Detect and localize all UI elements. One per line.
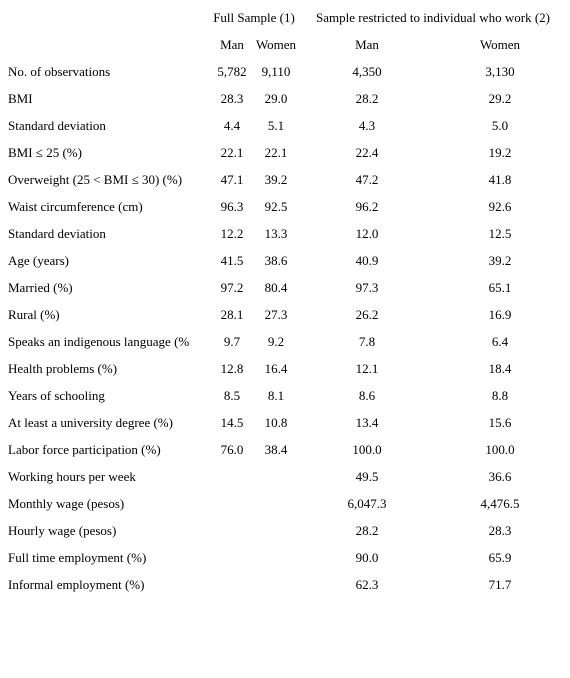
cell-value: 16.9 [488, 307, 512, 322]
column-header: Man [355, 37, 379, 52]
cell-value: 8.8 [491, 388, 509, 403]
row-label: Waist circumference (cm) [8, 199, 143, 214]
cell-value: 41.8 [488, 172, 512, 187]
cell-value: 71.7 [488, 577, 512, 592]
cell-value: 92.6 [488, 199, 512, 214]
cell-value: 4.3 [358, 118, 376, 133]
cell-value: 90.0 [355, 550, 379, 565]
group-header: Full Sample (1) [213, 10, 295, 25]
cell-value: 13.3 [264, 226, 288, 241]
cell-value: 18.4 [488, 361, 512, 376]
row-label: Monthly wage (pesos) [8, 496, 125, 511]
cell-value: 8.1 [267, 388, 285, 403]
cell-value: 22.1 [264, 145, 288, 160]
cell-value: 39.2 [488, 253, 512, 268]
cell-value: 28.3 [488, 523, 512, 538]
row-label: Hourly wage (pesos) [8, 523, 117, 538]
cell-value: 22.1 [220, 145, 244, 160]
row-label: Working hours per week [8, 469, 136, 484]
cell-value: 14.5 [220, 415, 244, 430]
row-label: Speaks an indigenous language (% [8, 334, 190, 349]
cell-value: 40.9 [355, 253, 379, 268]
row-label: Standard deviation [8, 226, 106, 241]
cell-value: 96.3 [220, 199, 244, 214]
cell-value: 100.0 [485, 442, 515, 457]
cell-value: 62.3 [355, 577, 379, 592]
cell-value: 65.9 [488, 550, 512, 565]
cell-value: 49.5 [355, 469, 379, 484]
row-label: Full time employment (%) [8, 550, 147, 565]
group-header: Sample restricted to individual who work… [316, 10, 550, 25]
cell-value: 9,110 [261, 64, 291, 79]
row-label: Health problems (%) [8, 361, 118, 376]
column-header: Women [479, 37, 521, 52]
row-label: Age (years) [8, 253, 69, 268]
cell-value: 12.0 [355, 226, 379, 241]
cell-value: 9.7 [223, 334, 241, 349]
row-label: Overweight (25 < BMI ≤ 30) (%) [8, 172, 183, 187]
cell-value: 26.2 [355, 307, 379, 322]
cell-value: 16.4 [264, 361, 288, 376]
cell-value: 96.2 [355, 199, 379, 214]
cell-value: 8.6 [358, 388, 376, 403]
cell-value: 5.0 [491, 118, 509, 133]
cell-value: 97.3 [355, 280, 379, 295]
cell-value: 47.1 [220, 172, 244, 187]
column-header: Women [255, 37, 297, 52]
cell-value: 6,047.3 [347, 496, 387, 511]
row-label: Years of schooling [8, 388, 105, 403]
cell-value: 28.1 [220, 307, 244, 322]
cell-value: 39.2 [264, 172, 288, 187]
cell-value: 41.5 [220, 253, 244, 268]
row-label: BMI ≤ 25 (%) [8, 145, 82, 160]
row-label: Standard deviation [8, 118, 106, 133]
cell-value: 38.6 [264, 253, 288, 268]
cell-value: 4,476.5 [480, 496, 520, 511]
cell-value: 9.2 [267, 334, 285, 349]
cell-value: 7.8 [358, 334, 376, 349]
cell-value: 76.0 [220, 442, 244, 457]
cell-value: 28.2 [355, 91, 379, 106]
cell-value: 29.0 [264, 91, 288, 106]
cell-value: 6.4 [491, 334, 509, 349]
cell-value: 4.4 [223, 118, 241, 133]
row-label: No. of observations [8, 64, 111, 79]
row-label: Informal employment (%) [8, 577, 145, 592]
cell-value: 28.2 [355, 523, 379, 538]
cell-value: 97.2 [220, 280, 244, 295]
column-header: Man [220, 37, 244, 52]
row-label: Married (%) [8, 280, 73, 295]
cell-value: 3,130 [485, 64, 515, 79]
cell-value: 15.6 [488, 415, 512, 430]
cell-value: 47.2 [355, 172, 379, 187]
cell-value: 13.4 [355, 415, 379, 430]
cell-value: 80.4 [264, 280, 288, 295]
cell-value: 5.1 [267, 118, 285, 133]
cell-value: 27.3 [264, 307, 288, 322]
row-label: Labor force participation (%) [8, 442, 161, 457]
cell-value: 38.4 [264, 442, 288, 457]
row-label: Rural (%) [8, 307, 60, 322]
cell-value: 10.8 [264, 415, 288, 430]
row-label: At least a university degree (%) [8, 415, 173, 430]
cell-value: 5,782 [217, 64, 247, 79]
cell-value: 19.2 [488, 145, 512, 160]
cell-value: 28.3 [220, 91, 244, 106]
cell-value: 65.1 [488, 280, 512, 295]
cell-value: 4,350 [352, 64, 382, 79]
cell-value: 22.4 [355, 145, 379, 160]
cell-value: 100.0 [352, 442, 382, 457]
cell-value: 92.5 [264, 199, 288, 214]
row-label: BMI [8, 91, 33, 106]
cell-value: 12.2 [220, 226, 244, 241]
cell-value: 36.6 [488, 469, 512, 484]
cell-value: 12.1 [355, 361, 379, 376]
cell-value: 29.2 [488, 91, 512, 106]
cell-value: 8.5 [223, 388, 241, 403]
cell-value: 12.8 [220, 361, 244, 376]
cell-value: 12.5 [488, 226, 512, 241]
